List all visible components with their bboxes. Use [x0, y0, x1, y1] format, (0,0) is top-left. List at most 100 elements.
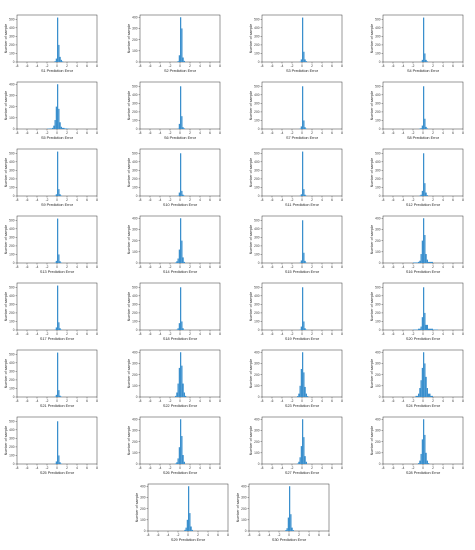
histogram-bar	[413, 262, 418, 263]
y-axis-label: Number of sample	[127, 292, 131, 321]
y-tick-label: 300	[9, 169, 15, 173]
x-tick-label: -6	[392, 198, 395, 202]
histogram-bar	[418, 328, 421, 330]
x-tick-label: 8	[341, 332, 343, 336]
x-tick-label: 2	[432, 265, 434, 269]
y-tick-label: 100	[241, 518, 247, 522]
y-tick-label: 100	[375, 320, 381, 324]
histogram-panel-1: 0 100 200 300 400 500 -8 -6 -4 -2 0 2 4 6 8 S1 Predicti…	[4, 14, 98, 73]
x-tick-label: 6	[452, 265, 454, 269]
x-axis-label: S15 Prediction Error	[285, 270, 320, 274]
y-tick-label: 0	[136, 328, 138, 332]
histogram-bar	[426, 128, 428, 129]
histogram-bar	[425, 452, 427, 464]
y-axis-label: Number of sample	[249, 91, 253, 120]
y-axis-label: Number of sample	[249, 426, 253, 455]
histogram-bar	[178, 192, 180, 196]
x-tick-label: -4	[281, 265, 284, 269]
x-tick-label: -6	[392, 265, 395, 269]
x-tick-label: 4	[442, 332, 444, 336]
y-tick-label: 100	[254, 186, 260, 190]
x-tick-label: -4	[36, 131, 39, 135]
x-tick-label: 6	[318, 533, 320, 537]
x-tick-label: 2	[66, 64, 68, 68]
histogram-panel-2: 0 100 200 300 400 -8 -6 -4 -2 0 2 4 6 8 S2 Prediction …	[127, 14, 221, 73]
x-tick-label: 8	[219, 399, 221, 403]
histogram-bar	[62, 127, 65, 129]
y-tick-label: 300	[241, 496, 247, 500]
x-tick-label: 8	[328, 533, 330, 537]
x-tick-label: -2	[46, 198, 49, 202]
y-axis-label: Number of sample	[135, 493, 139, 522]
histogram-bar	[304, 386, 306, 397]
histogram-bar	[180, 153, 182, 196]
x-tick-label: 0	[56, 466, 58, 470]
histogram-bar	[175, 395, 177, 397]
histogram-bar	[286, 528, 288, 531]
histogram-bar	[287, 517, 289, 531]
x-tick-label: -8	[16, 64, 19, 68]
x-tick-label: 8	[341, 466, 343, 470]
y-tick-label: 0	[379, 328, 381, 332]
x-tick-label: 0	[288, 533, 290, 537]
x-tick-label: -2	[46, 466, 49, 470]
histogram-panel-12: 0 100 200 300 400 500 -8 -6 -4 -2 0 2 4 6 8 S12 Predict…	[370, 148, 464, 207]
y-tick-label: 400	[132, 160, 138, 164]
histogram-bar	[55, 260, 57, 263]
y-tick-label: 0	[13, 395, 15, 399]
histogram-bar	[302, 419, 304, 464]
x-tick-label: 6	[209, 265, 211, 269]
x-tick-label: -8	[16, 198, 19, 202]
x-tick-label: -4	[36, 64, 39, 68]
x-tick-label: -6	[271, 332, 274, 336]
x-tick-label: -8	[139, 131, 142, 135]
x-tick-label: -6	[392, 466, 395, 470]
x-tick-label: -8	[261, 466, 264, 470]
histogram-bar	[54, 120, 56, 129]
histogram-bar	[426, 61, 428, 62]
x-tick-label: -2	[291, 131, 294, 135]
x-tick-label: 4	[442, 131, 444, 135]
histogram-bar	[298, 393, 300, 397]
x-tick-label: 0	[56, 198, 58, 202]
histogram-panel-4: 0 100 200 300 400 500 -8 -6 -4 -2 0 2 4 6 8 S4 Predicti…	[370, 14, 464, 73]
x-tick-label: -4	[159, 265, 162, 269]
y-tick-label: 100	[254, 253, 260, 257]
x-tick-label: 8	[219, 131, 221, 135]
x-tick-label: 8	[219, 466, 221, 470]
x-axis-label: S29 Prediction Error	[171, 538, 206, 542]
histogram-bar	[57, 17, 59, 62]
x-tick-label: -8	[382, 399, 385, 403]
x-tick-label: 8	[462, 64, 464, 68]
x-tick-label: 0	[301, 399, 303, 403]
x-tick-label: 6	[209, 131, 211, 135]
histogram-bar	[182, 383, 184, 397]
histogram-bar	[175, 463, 177, 464]
y-axis-label: Number of sample	[127, 426, 131, 455]
histogram-bar	[297, 463, 299, 464]
histogram-panel-21: 0 100 200 300 400 500 -8 -6 -4 -2 0 2 4 6 8 S21 Predict…	[4, 349, 98, 408]
x-tick-label: 6	[331, 399, 333, 403]
x-tick-label: -8	[139, 198, 142, 202]
x-axis-label: S19 Prediction Error	[285, 337, 320, 341]
x-tick-label: 2	[66, 265, 68, 269]
histogram-bar	[300, 194, 302, 196]
y-axis-label: Number of sample	[249, 158, 253, 187]
x-tick-label: -6	[149, 466, 152, 470]
x-tick-label: -6	[392, 399, 395, 403]
histogram-bar	[302, 17, 304, 62]
y-tick-label: 100	[132, 451, 138, 455]
y-tick-label: 200	[254, 177, 260, 181]
histogram-bar	[178, 249, 180, 263]
histogram-bar	[180, 17, 182, 62]
y-tick-label: 200	[132, 311, 138, 315]
y-tick-label: 0	[258, 462, 260, 466]
x-tick-label: 2	[189, 265, 191, 269]
x-tick-label: -4	[159, 131, 162, 135]
x-tick-label: 6	[452, 332, 454, 336]
x-axis-label: S30 Prediction Error	[272, 538, 307, 542]
x-tick-label: 6	[209, 198, 211, 202]
y-tick-label: 0	[136, 194, 138, 198]
x-tick-label: 2	[432, 466, 434, 470]
histogram-bar	[418, 261, 420, 263]
